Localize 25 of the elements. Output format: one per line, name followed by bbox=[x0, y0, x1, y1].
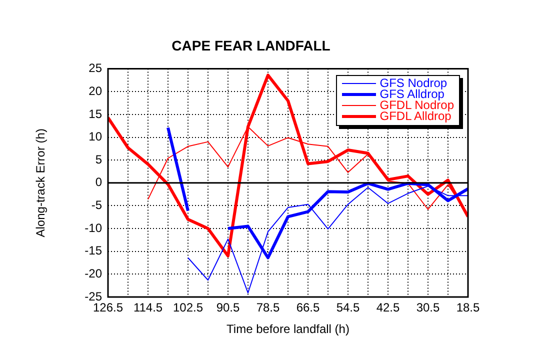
x-tick-label: 90.5 bbox=[216, 300, 240, 315]
y-tick-label: 25 bbox=[88, 61, 102, 76]
y-tick-label: -10 bbox=[84, 220, 102, 235]
x-tick-label: 126.5 bbox=[92, 300, 124, 315]
y-tick-label: -15 bbox=[84, 244, 102, 258]
x-tick-label: 114.5 bbox=[133, 300, 163, 315]
y-tick-label: 0 bbox=[95, 175, 102, 190]
y-tick-label: -25 bbox=[84, 289, 102, 304]
y-axis-title: Along-track Error (h) bbox=[34, 128, 48, 238]
y-tick-label: 20 bbox=[88, 84, 102, 98]
legend-label: GFS Nodrop bbox=[380, 76, 448, 90]
x-tick-label: 66.5 bbox=[296, 300, 320, 315]
x-tick-label: 18.5 bbox=[456, 300, 480, 315]
x-tick-label: 54.5 bbox=[336, 300, 360, 315]
x-tick-label: 102.5 bbox=[172, 300, 204, 315]
y-tick-label: 15 bbox=[88, 106, 102, 121]
x-tick-label: 30.5 bbox=[416, 300, 440, 315]
y-tick-label: 5 bbox=[95, 152, 102, 166]
y-tick-label: -20 bbox=[84, 266, 102, 280]
y-tick-label: 10 bbox=[88, 130, 102, 144]
x-tick-label: 78.5 bbox=[256, 300, 280, 315]
chart-title: CAPE FEAR LANDFALL bbox=[172, 37, 331, 54]
x-axis-title: Time before landfall (h) bbox=[226, 322, 350, 336]
x-tick-label: 42.5 bbox=[376, 300, 400, 315]
y-tick-label: -5 bbox=[91, 198, 102, 212]
